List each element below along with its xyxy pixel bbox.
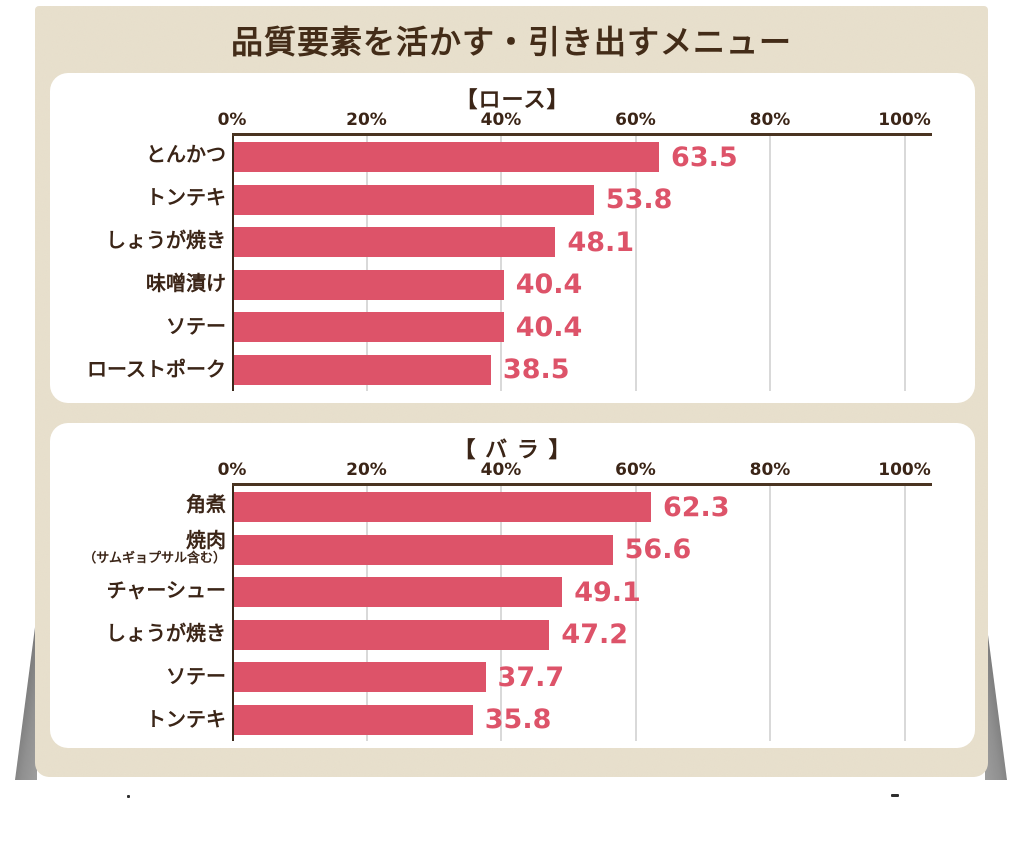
paper-speck (127, 795, 130, 798)
x-axis-tick-label: 0% (217, 110, 247, 130)
category-label-note: （サムギョプサル含む） (83, 550, 226, 566)
category-label: ローストポーク (87, 357, 226, 381)
page-title: 品質要素を活かす・引き出すメニュー (230, 23, 792, 61)
paper-shadow-edge-right (985, 612, 1007, 780)
bar-row: 63.5 (232, 136, 932, 179)
x-axis-tick-label: 0% (217, 460, 247, 480)
bar-value-label: 40.4 (515, 311, 583, 343)
category-label: トンテキ (146, 707, 226, 731)
category-label: しょうが焼き (106, 621, 226, 645)
bar (232, 354, 491, 385)
y-axis-line (232, 136, 234, 391)
x-axis-tick-label: 80% (749, 110, 791, 130)
bar-row: 47.2 (232, 614, 932, 657)
bar-value-label: 40.4 (515, 269, 583, 301)
x-axis-tick-label: 100% (878, 460, 931, 480)
bar (232, 312, 504, 343)
bar (232, 662, 486, 693)
bar (232, 577, 563, 608)
bar-value-label: 53.8 (605, 184, 673, 216)
category-labels: とんかつトンテキしょうが焼き味噌漬けソテーローストポーク (50, 133, 232, 391)
category-label: とんかつ (146, 142, 226, 166)
category-label: 角煮 (186, 492, 226, 516)
bar-value-label: 37.7 (497, 661, 565, 693)
bar-row: 49.1 (232, 571, 932, 614)
x-axis-tick-label: 100% (878, 110, 931, 130)
category-label: しょうが焼き (106, 228, 226, 252)
plot-area: 63.5 53.8 48.1 40.4 40.4 38.5 (232, 133, 932, 391)
paper-card: 品質要素を活かす・引き出すメニュー 【ロース】 0% 20% 40% 60% 80% 10… (35, 6, 988, 777)
category-label: 焼肉 （サムギョプサル含む） (83, 527, 226, 566)
chart-title-loin: 【ロース】 (455, 88, 570, 113)
chart-title-belly: 【 バ ラ 】 (453, 438, 572, 463)
bar-value-label: 49.1 (574, 576, 641, 608)
x-axis-tick-label: 60% (615, 460, 656, 480)
category-label: ソテー (166, 314, 226, 338)
x-axis-tick-label: 40% (480, 110, 522, 130)
bar-value-label: 63.5 (671, 141, 738, 173)
bar-row: 48.1 (232, 221, 932, 264)
bar-row: 56.6 (232, 529, 932, 572)
x-axis-tick-label: 60% (615, 110, 656, 130)
bar (232, 704, 473, 735)
x-axis-tick-label: 20% (346, 460, 387, 480)
bar (232, 142, 660, 173)
category-label: トンテキ (146, 185, 226, 209)
bar-row: 35.8 (232, 699, 932, 742)
bar-value-label: 47.2 (561, 619, 629, 651)
bar-row: 40.4 (232, 264, 932, 307)
category-labels: 角煮焼肉 （サムギョプサル含む） チャーシュー しょうが焼きソテートンテキ (50, 483, 232, 741)
bar (232, 534, 613, 565)
x-axis: 0% 20% 40% 60% 80% 100% (218, 104, 932, 130)
bar-value-label: 48.1 (567, 226, 635, 258)
x-axis-tick-label: 20% (346, 110, 387, 130)
bar-value-label: 56.6 (624, 534, 692, 566)
bar-value-label: 35.8 (484, 704, 552, 736)
category-label: 味噌漬け (146, 271, 226, 295)
paper-speck (891, 794, 899, 797)
bar-value-label: 62.3 (662, 491, 730, 523)
category-label: チャーシュー (106, 578, 226, 602)
bar (232, 227, 556, 258)
bar (232, 269, 504, 300)
x-axis-tick-label: 40% (480, 460, 522, 480)
chart-panel-belly: 【 バ ラ 】 0% 20% 40% 60% 80% 100% 角煮焼肉 （サムギョプサル含… (50, 423, 975, 748)
bar-row: 38.5 (232, 349, 932, 392)
x-axis-tick-label: 80% (749, 460, 791, 480)
y-axis-line (232, 486, 234, 741)
chart-panel-loin: 【ロース】 0% 20% 40% 60% 80% 100% とんかつトンテキしょうが焼き味… (50, 73, 975, 403)
bar-row: 62.3 (232, 486, 932, 529)
bar (232, 492, 651, 523)
bar-value-label: 38.5 (502, 354, 570, 386)
plot-area: 62.3 56.6 49.1 47.2 37.7 35.8 (232, 483, 932, 741)
x-axis: 0% 20% 40% 60% 80% 100% (218, 454, 932, 480)
bar-rows: 63.5 53.8 48.1 40.4 40.4 38.5 (232, 136, 932, 391)
paper-shadow-edge-left (15, 612, 37, 780)
bar (232, 184, 594, 215)
bar-row: 53.8 (232, 179, 932, 222)
bar (232, 619, 550, 650)
category-label: ソテー (166, 664, 226, 688)
bar-row: 37.7 (232, 656, 932, 699)
bar-row: 40.4 (232, 306, 932, 349)
bar-rows: 62.3 56.6 49.1 47.2 37.7 35.8 (232, 486, 932, 741)
